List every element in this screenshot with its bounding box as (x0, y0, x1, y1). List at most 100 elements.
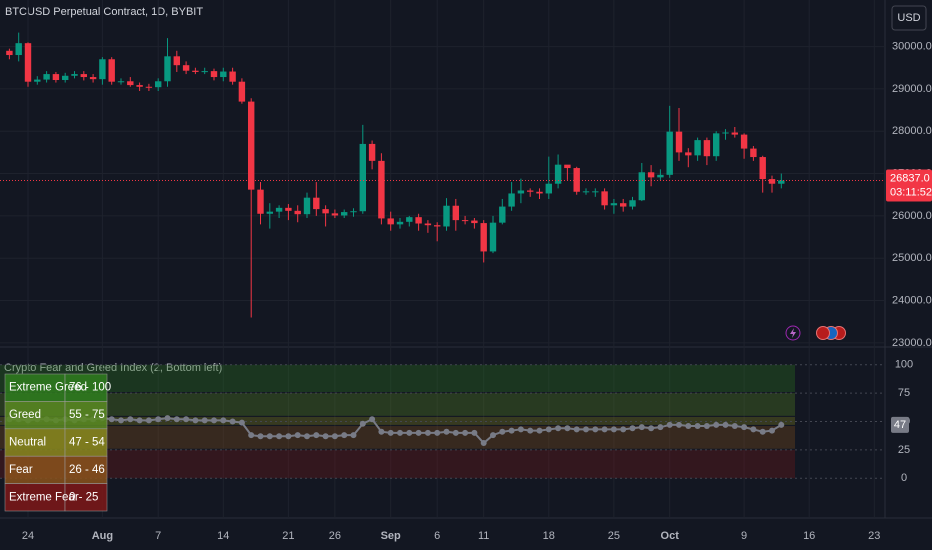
index-point (713, 421, 720, 428)
index-point (769, 427, 775, 434)
candle-body (536, 191, 543, 194)
index-point (127, 416, 134, 423)
lightning-icon (790, 328, 796, 338)
candle-body (127, 81, 134, 86)
table-cell (4, 483, 66, 512)
candle-body (452, 205, 459, 221)
index-point (359, 420, 366, 427)
x-tick-label: 18 (543, 530, 555, 542)
index-point (759, 428, 766, 435)
table-cell (4, 401, 66, 430)
currency-label[interactable]: USD (897, 12, 920, 24)
candle-body (24, 43, 32, 82)
flag-icon[interactable] (816, 326, 830, 340)
index-point (750, 426, 757, 433)
candle-body (601, 191, 608, 206)
candle-body (629, 200, 636, 207)
index-point (545, 426, 552, 433)
index-point (666, 421, 673, 428)
index-point (276, 433, 283, 440)
index-point (285, 433, 292, 440)
index-point (555, 425, 562, 432)
candle-body (685, 152, 692, 156)
x-tick-label: 11 (478, 530, 489, 542)
band (0, 426, 795, 449)
index-point (201, 417, 208, 424)
table-label: Fear (9, 464, 33, 476)
index-point (220, 417, 227, 424)
candle-body (582, 191, 590, 193)
candle-body (573, 168, 580, 192)
table-range: 26 - 46 (69, 464, 105, 476)
last-price-box (886, 169, 932, 202)
table-label: Greed (9, 409, 41, 421)
candle-body (6, 50, 13, 56)
candle-body (638, 172, 645, 201)
index-point (378, 428, 385, 435)
index-point (238, 419, 245, 426)
table-range: 0 - 25 (69, 491, 98, 503)
index-point (490, 432, 496, 439)
candle-body (415, 217, 422, 224)
index-point (136, 417, 143, 424)
candle-body (396, 221, 404, 225)
candle-body (341, 212, 348, 216)
index-point (610, 426, 617, 433)
table-range: 76 - 100 (69, 382, 111, 394)
candle-body (331, 213, 339, 216)
currency-button[interactable] (891, 5, 927, 31)
candle-body (248, 101, 255, 190)
candle-body (229, 71, 236, 82)
candle-body (322, 209, 329, 214)
x-tick-label: 9 (741, 530, 747, 542)
x-tick-label: Sep (381, 530, 401, 542)
index-point (517, 426, 524, 433)
band (0, 364, 795, 392)
candle-body (285, 207, 292, 211)
candle-body (768, 179, 776, 184)
candle-body (238, 81, 246, 102)
table-range: 47 - 54 (69, 437, 105, 449)
candle-body (610, 203, 618, 206)
indicator-title: Crypto Fear and Greed Index (2, Bottom l… (4, 362, 222, 374)
x-tick-label: 6 (434, 530, 440, 542)
x-tick-label: 14 (217, 530, 229, 542)
y-tick-label: 28000.0 (892, 125, 932, 137)
x-tick-label: 24 (22, 530, 34, 542)
index-point (229, 418, 236, 425)
table-cell (64, 401, 108, 430)
index-point (648, 425, 655, 432)
candle-body (52, 74, 60, 81)
index-point (183, 416, 190, 423)
band (0, 393, 795, 416)
y-tick-label: 30000.0 (892, 40, 932, 52)
candle-body (489, 222, 497, 252)
y-tick-label: 25000.0 (892, 252, 932, 264)
index-point (536, 427, 543, 434)
candle-body (545, 183, 552, 194)
event-icon[interactable] (785, 325, 801, 341)
index-point (211, 417, 217, 424)
index-point (573, 426, 580, 433)
index-point (601, 426, 608, 433)
index-point (118, 417, 124, 424)
candle-body (71, 74, 78, 76)
table-range: 55 - 75 (69, 409, 105, 421)
index-point (685, 423, 692, 430)
candle-body (201, 71, 208, 73)
candle-body (275, 207, 283, 212)
candle-body (564, 164, 571, 169)
index-point (508, 427, 515, 434)
index-point (638, 424, 645, 431)
last-value-label: 47 (894, 419, 906, 431)
index-point (406, 429, 413, 436)
index-point (741, 424, 748, 431)
candle-body (303, 197, 311, 215)
index-point (629, 425, 636, 432)
index-point (313, 432, 320, 439)
index-point (304, 433, 310, 440)
index-point (294, 432, 301, 439)
y-tick-label: 29000.0 (892, 83, 932, 95)
candle-body (313, 197, 320, 210)
